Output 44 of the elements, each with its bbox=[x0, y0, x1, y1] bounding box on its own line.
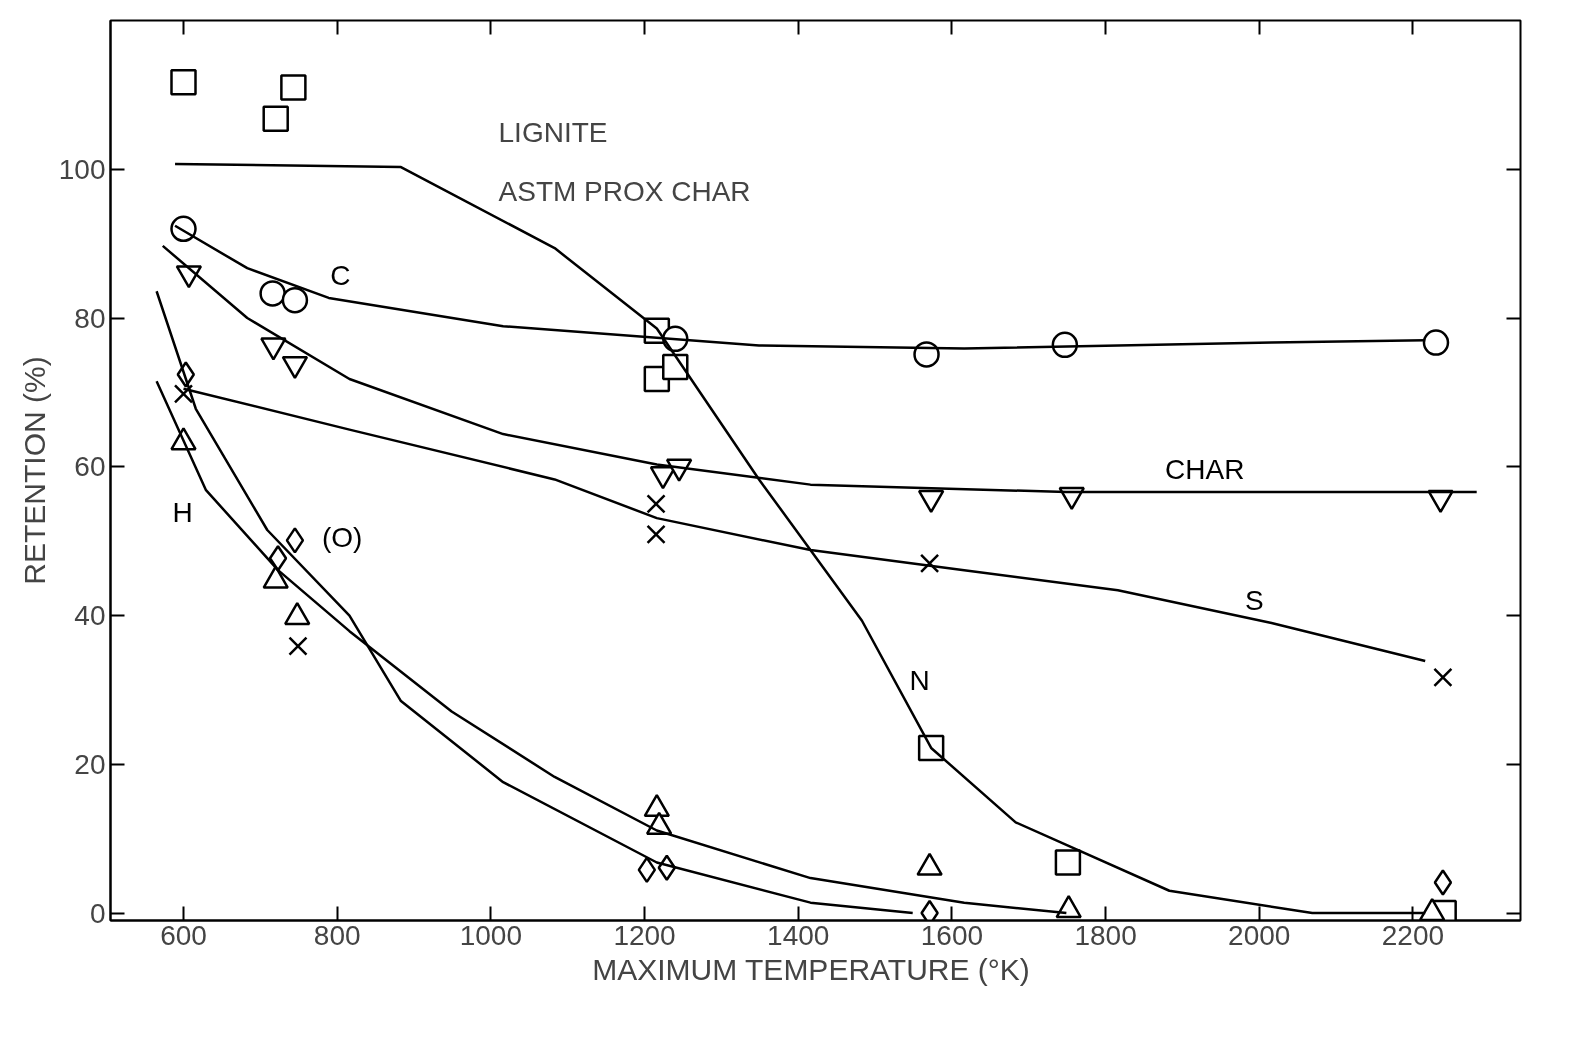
point bbox=[173, 384, 194, 404]
point bbox=[170, 68, 197, 96]
point bbox=[646, 524, 666, 545]
y-tick-label: 40 bbox=[74, 600, 106, 632]
point bbox=[1433, 869, 1453, 896]
point bbox=[1433, 667, 1453, 688]
annotation: ASTM PROX CHAR bbox=[498, 176, 751, 208]
x-tick-label: 1600 bbox=[920, 919, 984, 951]
annotation: LIGNITE bbox=[498, 116, 608, 148]
point bbox=[1422, 329, 1450, 356]
point bbox=[268, 545, 288, 572]
series-label: (O) bbox=[321, 521, 363, 553]
y-tick-label: 100 bbox=[58, 153, 106, 185]
x-tick-label: 1400 bbox=[767, 919, 830, 951]
y-tick-label: 60 bbox=[74, 451, 106, 483]
series-label: N bbox=[909, 665, 930, 697]
y-axis-title: RETENTION (%) bbox=[17, 356, 51, 585]
x-tick-label: 1200 bbox=[613, 919, 676, 951]
x-tick-label: 1000 bbox=[459, 919, 523, 951]
x-tick-label: 800 bbox=[313, 919, 361, 951]
x-tick-label: 1800 bbox=[1074, 919, 1137, 951]
point bbox=[913, 341, 940, 368]
series-label: CHAR bbox=[1165, 454, 1245, 486]
point bbox=[1054, 849, 1082, 876]
x-tick-label: 2000 bbox=[1228, 919, 1291, 951]
x-tick-label: 2200 bbox=[1381, 919, 1445, 951]
x-axis-title: MAXIMUM TEMPERATURE (°K) bbox=[592, 952, 1030, 986]
series-label: C bbox=[330, 260, 351, 292]
point bbox=[262, 105, 289, 132]
y-tick-label: 80 bbox=[74, 302, 106, 334]
y-tick-label: 0 bbox=[89, 897, 106, 929]
point bbox=[288, 636, 308, 656]
point bbox=[259, 280, 286, 307]
y-tick-label: 20 bbox=[74, 748, 106, 780]
series-label: S bbox=[1244, 585, 1264, 617]
point bbox=[285, 527, 305, 554]
x-tick-label: 600 bbox=[160, 919, 207, 951]
point bbox=[281, 286, 309, 314]
point bbox=[662, 353, 689, 381]
series-label: H bbox=[172, 496, 193, 528]
point bbox=[646, 494, 666, 514]
point bbox=[919, 553, 940, 574]
point bbox=[280, 74, 307, 101]
point bbox=[637, 856, 657, 884]
